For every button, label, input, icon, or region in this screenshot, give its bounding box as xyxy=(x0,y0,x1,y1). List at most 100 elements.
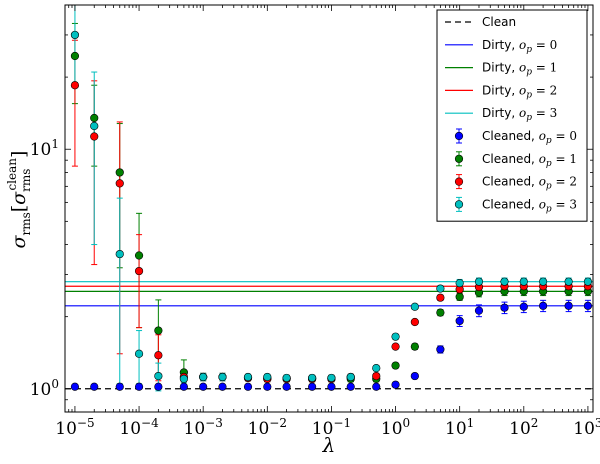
data-point xyxy=(519,277,528,286)
data-point xyxy=(115,168,124,177)
data-point xyxy=(372,382,381,391)
data-point xyxy=(583,301,593,310)
data-point xyxy=(243,382,253,391)
y-tick-label: 100 xyxy=(30,377,59,400)
data-point xyxy=(346,382,355,391)
x-tick-label: 10−2 xyxy=(248,416,287,439)
data-point xyxy=(391,361,400,370)
x-tick-label: 102 xyxy=(509,416,538,439)
data-point xyxy=(90,113,99,123)
data-point xyxy=(500,303,509,312)
cleaned-markers-op3 xyxy=(70,30,593,383)
legend-label: Dirty, op = 1 xyxy=(482,61,557,78)
legend-label: Cleaned, op = 0 xyxy=(482,129,577,146)
data-point xyxy=(70,51,80,61)
data-point xyxy=(436,293,445,302)
data-point xyxy=(70,30,80,40)
legend-label: Dirty, op = 2 xyxy=(482,83,557,100)
data-point xyxy=(410,302,419,311)
legend-entry: Clean xyxy=(445,15,516,29)
x-axis-label: λ xyxy=(322,433,336,457)
data-point xyxy=(115,249,124,259)
data-point xyxy=(115,179,124,188)
x-tick-label: 10−5 xyxy=(55,416,94,439)
data-point xyxy=(90,132,99,141)
data-point xyxy=(70,81,80,90)
legend: Clean Dirty, op = 0 Dirty, op = 1 Dirty, op… xyxy=(436,9,588,222)
data-point xyxy=(500,277,509,286)
legend-entry: Dirty, op = 1 xyxy=(445,61,557,78)
data-point xyxy=(391,380,400,389)
x-tick-label: 103 xyxy=(573,416,600,439)
data-point xyxy=(70,382,80,391)
legend-label: Cleaned, op = 1 xyxy=(482,152,577,169)
data-point xyxy=(243,372,253,382)
data-point xyxy=(134,266,144,276)
data-point xyxy=(199,382,208,391)
data-point xyxy=(327,373,336,383)
data-point xyxy=(455,292,464,301)
y-axis-label: σrms[σrmsclean] xyxy=(5,151,33,249)
data-point xyxy=(455,316,464,326)
data-point xyxy=(410,371,419,381)
legend-entry: Dirty, op = 2 xyxy=(445,83,557,100)
legend-swatch-marker xyxy=(454,154,464,163)
data-point xyxy=(199,372,208,382)
data-point xyxy=(372,371,381,381)
legend-label: Dirty, op = 0 xyxy=(482,38,557,55)
x-tick-label: 100 xyxy=(381,416,410,439)
data-point xyxy=(90,121,99,131)
data-point xyxy=(436,345,445,354)
data-point xyxy=(179,374,188,383)
legend-entry: Dirty, op = 0 xyxy=(445,38,557,55)
data-point xyxy=(410,342,419,351)
data-point xyxy=(134,349,144,358)
data-point xyxy=(436,284,445,293)
legend-entry: Dirty, op = 3 xyxy=(445,106,557,123)
data-point xyxy=(282,373,291,383)
data-point xyxy=(539,301,548,310)
data-point xyxy=(391,332,400,341)
data-point xyxy=(519,302,528,311)
data-point xyxy=(263,382,272,391)
cleaned-markers-op0 xyxy=(70,301,593,391)
legend-label: Clean xyxy=(482,15,516,29)
legend-entry: Cleaned, op = 0 xyxy=(454,128,577,146)
data-point xyxy=(564,277,573,286)
x-tick-label: 10−4 xyxy=(119,416,159,439)
legend-label: Cleaned, op = 3 xyxy=(482,197,577,214)
data-point xyxy=(134,251,144,260)
data-point xyxy=(115,382,124,391)
axis-label-layer: 10−5 10−4 10−3 10−2 10−1 100 101 102 103 100 101 λ σ… xyxy=(5,137,600,457)
series-layer xyxy=(65,5,593,392)
data-point xyxy=(154,382,163,391)
legend-entry: Cleaned, op = 1 xyxy=(454,151,577,169)
data-point xyxy=(282,382,291,391)
data-point xyxy=(564,301,573,310)
data-point xyxy=(134,382,144,391)
x-tick-label: 10−3 xyxy=(184,416,223,439)
data-point xyxy=(218,382,227,391)
legend-entry: Cleaned, op = 2 xyxy=(454,174,577,192)
y-tick-label: 101 xyxy=(30,137,59,160)
data-point xyxy=(583,277,593,286)
data-point xyxy=(436,308,445,317)
data-point xyxy=(308,373,317,383)
data-point xyxy=(154,326,163,335)
x-tick-label: 10−1 xyxy=(312,416,351,439)
data-point xyxy=(346,372,355,382)
plot-frame xyxy=(64,4,594,413)
legend-swatch-marker xyxy=(454,200,464,209)
data-point xyxy=(410,317,419,327)
data-point xyxy=(474,277,484,286)
data-point xyxy=(308,382,317,391)
data-point xyxy=(455,279,464,288)
tick-layer xyxy=(64,4,593,413)
data-point xyxy=(474,306,484,315)
x-tick-label: 101 xyxy=(445,416,474,439)
data-point xyxy=(179,382,188,391)
data-point xyxy=(372,363,381,373)
data-point xyxy=(154,351,163,360)
